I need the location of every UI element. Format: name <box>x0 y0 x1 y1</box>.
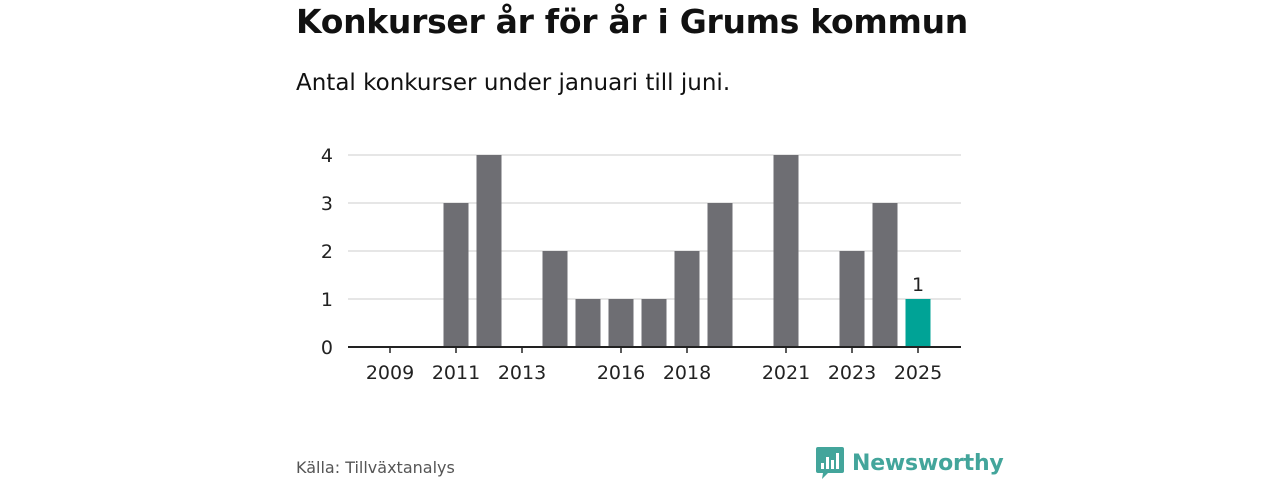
bar-2017 <box>641 299 667 347</box>
bar-2014 <box>542 251 568 347</box>
bar-2019 <box>707 203 733 347</box>
brand-name: Newsworthy <box>852 450 1004 476</box>
y-tick-label: 1 <box>321 289 333 311</box>
bar-2023 <box>839 251 865 347</box>
bar-2016 <box>608 299 634 347</box>
bar-2018 <box>674 251 700 347</box>
bar-2015 <box>575 299 601 347</box>
x-tick-label: 2018 <box>663 362 711 384</box>
x-tick-label: 2016 <box>597 362 645 384</box>
y-tick-label: 4 <box>321 145 333 167</box>
x-tick-label: 2013 <box>498 362 546 384</box>
x-tick-label: 2011 <box>432 362 480 384</box>
x-tick-label: 2021 <box>762 362 810 384</box>
bar-2012 <box>476 155 502 347</box>
x-tick-label: 2025 <box>894 362 942 384</box>
bar-2021 <box>773 155 799 347</box>
data-label: 1 <box>912 274 924 296</box>
newsworthy-logo: Newsworthy <box>815 446 1004 480</box>
bar-2024 <box>872 203 898 347</box>
bar-2025 <box>905 299 931 347</box>
y-tick-label: 2 <box>321 241 333 263</box>
bar-chart: 0 1 2 3 4 2009 2011 2013 2016 2018 2021 2023 2025 1 <box>321 145 961 384</box>
x-tick-label: 2009 <box>366 362 414 384</box>
newsworthy-logo-icon <box>816 447 844 479</box>
source-note: Källa: Tillväxtanalys <box>296 458 455 477</box>
chart-subtitle: Antal konkurser under januari till juni. <box>296 70 731 96</box>
y-tick-label: 3 <box>321 193 333 215</box>
y-tick-label: 0 <box>321 337 333 359</box>
x-tick-label: 2023 <box>828 362 876 384</box>
bar-2011 <box>443 203 469 347</box>
chart-title: Konkurser år för år i Grums kommun <box>296 2 968 41</box>
